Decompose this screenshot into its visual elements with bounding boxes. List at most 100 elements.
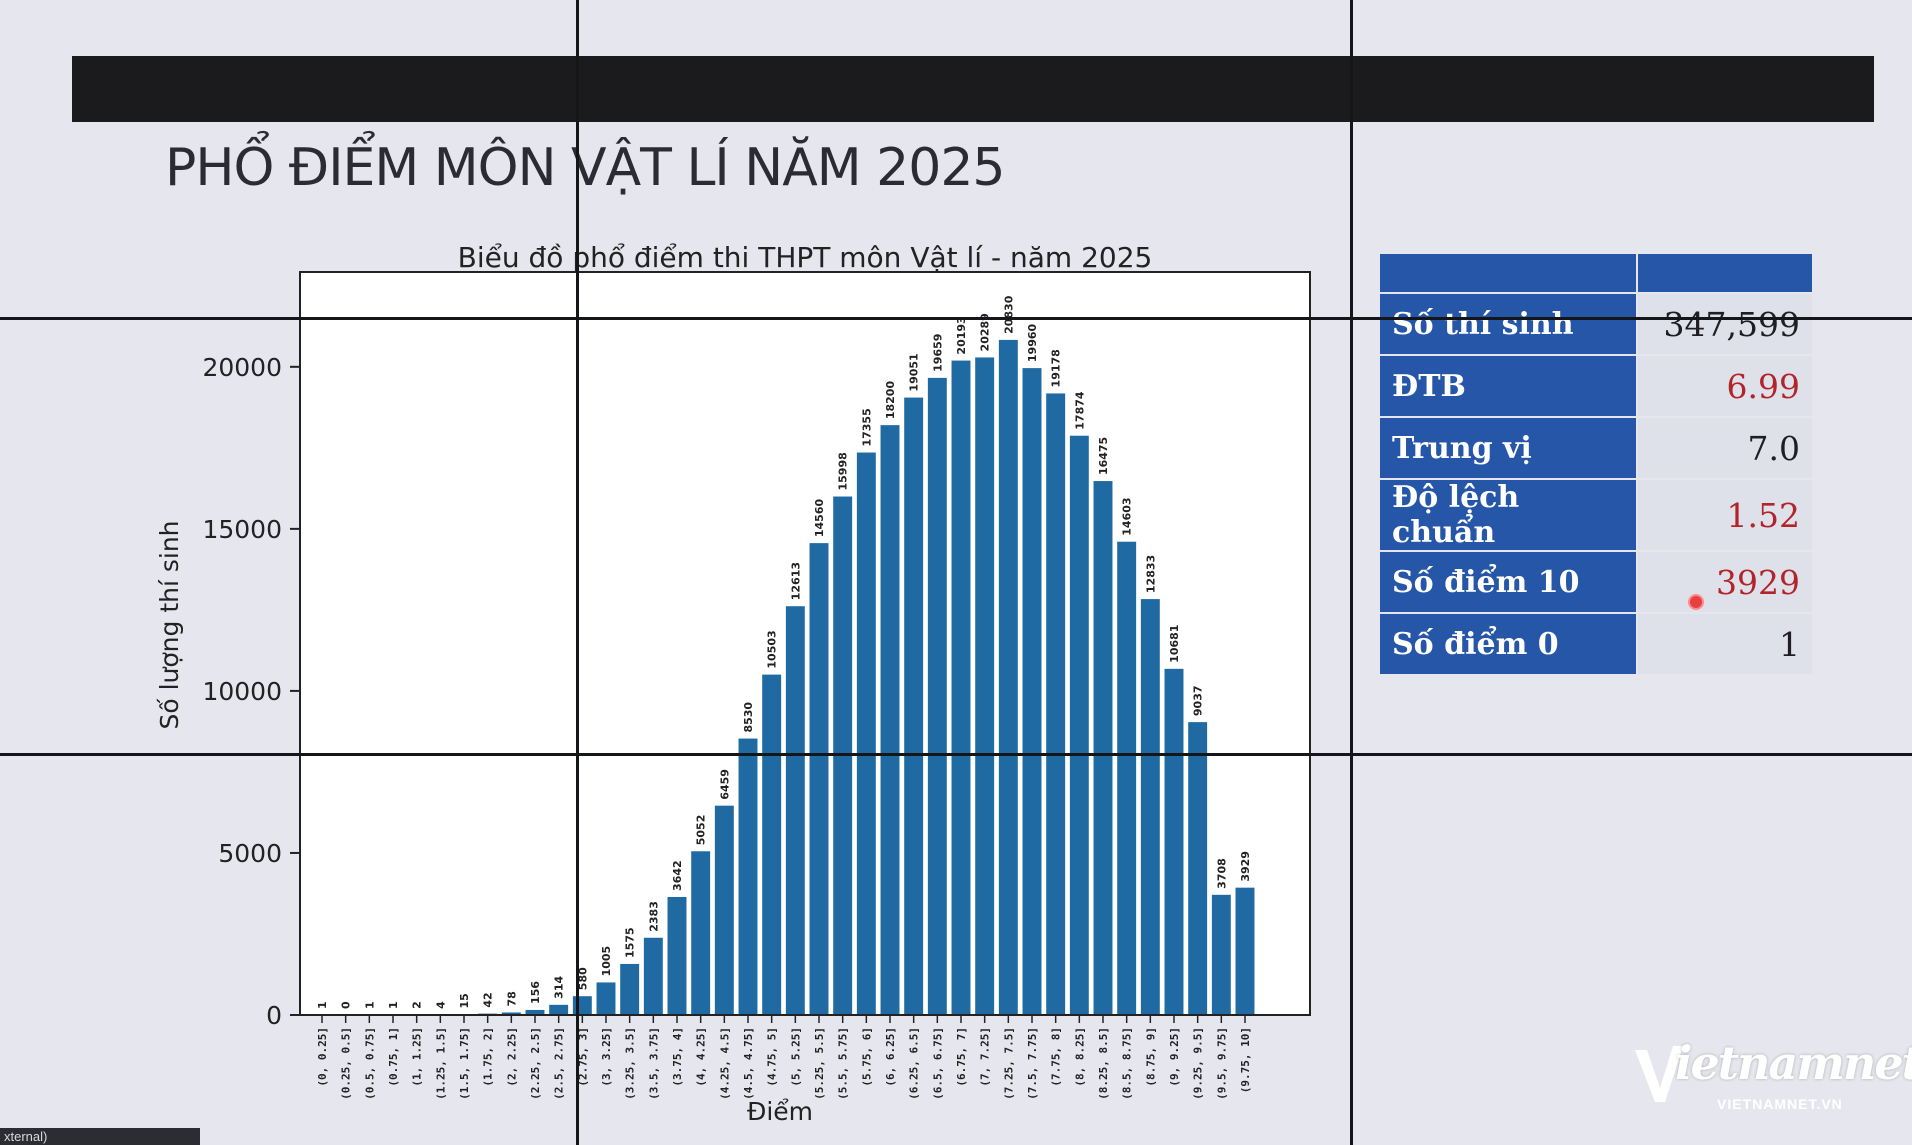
x-tick-label: (7.75, 8] <box>1050 1027 1063 1087</box>
bar-value-label: 16475 <box>1097 437 1110 475</box>
bar <box>1093 481 1113 1015</box>
vietnamnet-logo-icon <box>1635 1046 1683 1102</box>
bar-value-label: 1 <box>316 1001 329 1009</box>
stats-value: 1 <box>1636 612 1814 676</box>
bar-value-label: 2383 <box>647 901 660 932</box>
screen-seam-vertical-left <box>576 0 579 1145</box>
bar <box>643 937 663 1015</box>
bar-value-label: 19051 <box>908 353 921 391</box>
bar <box>549 1004 569 1015</box>
bar <box>762 674 782 1015</box>
x-tick-label: (9.75, 10] <box>1239 1027 1252 1093</box>
x-tick-label: (3.25, 3.5] <box>624 1027 637 1100</box>
stats-label: Trung vị <box>1378 416 1638 480</box>
x-tick-label: (5.5, 5.75] <box>837 1027 850 1100</box>
bar <box>738 738 758 1015</box>
bar <box>880 425 900 1015</box>
stats-row-candidates: Số thí sinh 347,599 <box>1378 292 1814 356</box>
x-tick-label: (4.5, 4.75] <box>742 1027 755 1100</box>
bar-value-label: 3708 <box>1215 858 1228 889</box>
x-tick-label: (8.25, 8.5] <box>1097 1027 1110 1100</box>
bar-value-label: 1575 <box>624 927 637 958</box>
bar <box>1235 887 1255 1015</box>
bar <box>1211 894 1231 1015</box>
bar-value-label: 4 <box>434 1001 447 1009</box>
stats-label: ĐTB <box>1378 354 1638 418</box>
bar-value-label: 42 <box>482 992 495 1007</box>
x-tick-label: (4, 4.25] <box>695 1027 708 1087</box>
bar-value-label: 17874 <box>1073 391 1086 430</box>
x-tick-label: (4.75, 5] <box>766 1027 779 1087</box>
stats-value: 3929 <box>1636 550 1814 614</box>
bar <box>927 377 947 1015</box>
x-tick-label: (1.5, 1.75] <box>458 1027 471 1100</box>
bar-value-label: 14560 <box>813 499 826 538</box>
x-tick-label: (1, 1.25] <box>411 1027 424 1087</box>
bar <box>856 452 876 1015</box>
x-tick-label: (7.5, 7.75] <box>1026 1027 1039 1100</box>
stats-label: Độ lệch chuẩn <box>1378 478 1638 552</box>
bar <box>525 1009 545 1015</box>
screen-seam-horizontal-bottom <box>0 753 1912 756</box>
top-black-bar <box>72 56 1874 122</box>
bar-value-label: 2 <box>411 1001 424 1009</box>
vietnamnet-watermark: ietnamnet VIETNAMNET.VN <box>1625 1030 1912 1120</box>
x-tick-label: (7, 7.25] <box>979 1027 992 1087</box>
x-tick-label: (8, 8.25] <box>1073 1027 1086 1087</box>
stats-row-score-0: Số điểm 0 1 <box>1378 612 1814 676</box>
bar <box>975 357 995 1015</box>
stats-header-cell-right <box>1636 252 1814 294</box>
footer-taskbar-text: xternal) <box>0 1128 200 1145</box>
bar-value-label: 1 <box>363 1001 376 1009</box>
bar-value-label: 18200 <box>884 381 897 420</box>
y-tick-label: 15000 <box>202 515 282 544</box>
bar-value-label: 15998 <box>837 452 850 490</box>
bar-value-label: 3929 <box>1239 851 1252 882</box>
bar-value-label: 10681 <box>1168 625 1181 663</box>
x-tick-label: (1.75, 2] <box>482 1027 495 1087</box>
laser-pointer-dot <box>1688 594 1704 610</box>
x-tick-label: (3.5, 3.75] <box>647 1027 660 1100</box>
bar-value-label: 1005 <box>600 946 613 977</box>
x-tick-label: (7.25, 7.5] <box>1002 1027 1015 1100</box>
bar-value-label: 9037 <box>1192 685 1205 716</box>
stats-header-row <box>1378 252 1814 294</box>
watermark-brand: ietnamnet <box>1675 1036 1912 1090</box>
x-tick-label: (0.75, 1] <box>387 1027 400 1087</box>
bar <box>785 606 805 1015</box>
x-tick-label: (3.75, 4] <box>671 1027 684 1087</box>
x-tick-label: (4.25, 4.5] <box>718 1027 731 1100</box>
stats-label: Số điểm 0 <box>1378 612 1638 676</box>
bar <box>501 1012 521 1015</box>
bar-value-label: 12613 <box>789 562 802 600</box>
bar-value-label: 10503 <box>766 630 779 668</box>
bar <box>667 896 687 1015</box>
bar-value-label: 12833 <box>1144 555 1157 593</box>
x-tick-label: (5.75, 6] <box>860 1027 873 1087</box>
x-tick-label: (9.5, 9.75] <box>1215 1027 1228 1100</box>
bar-value-label: 20289 <box>979 313 992 351</box>
screen-seam-vertical-right <box>1350 0 1353 1145</box>
bar-value-label: 580 <box>576 967 589 990</box>
bar-value-label: 0 <box>340 1001 353 1009</box>
stats-row-median: Trung vị 7.0 <box>1378 416 1814 480</box>
x-tick-label: (1.25, 1.5] <box>434 1027 447 1100</box>
screen-seam-horizontal-top <box>0 317 1912 320</box>
x-tick-label: (8.75, 9] <box>1144 1027 1157 1087</box>
x-axis-label: Điểm <box>747 1097 813 1126</box>
stats-row-score-10: Số điểm 10 3929 <box>1378 550 1814 614</box>
bar <box>691 851 711 1015</box>
x-tick-label: (6.25, 6.5] <box>908 1027 921 1100</box>
x-tick-label: (5, 5.25] <box>789 1027 802 1087</box>
bar <box>1164 668 1184 1015</box>
bar-value-label: 3642 <box>671 860 684 891</box>
bar-value-label: 1 <box>387 1001 400 1009</box>
x-tick-label: (0.25, 0.5] <box>340 1027 353 1100</box>
bar <box>596 982 616 1015</box>
bar <box>904 397 924 1015</box>
stats-header-cell-left <box>1378 252 1638 294</box>
bar <box>1022 368 1042 1016</box>
bar <box>714 805 734 1015</box>
x-tick-label: (6, 6.25] <box>884 1027 897 1087</box>
